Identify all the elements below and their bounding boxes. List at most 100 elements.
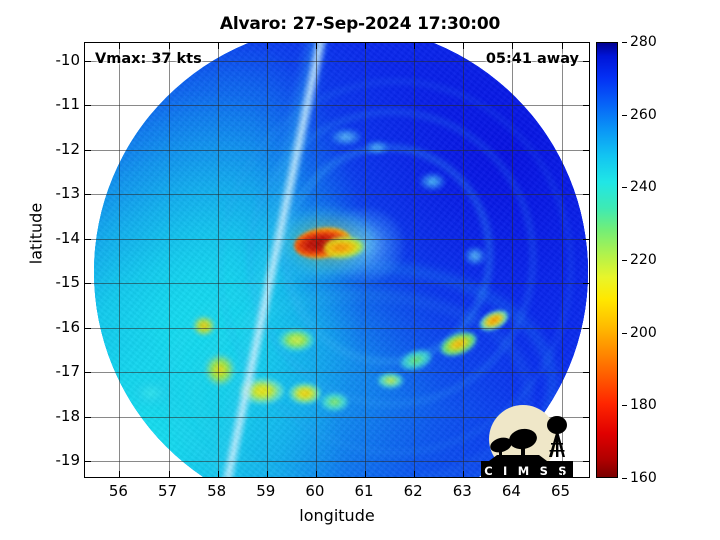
rainband-cell-n1 — [331, 128, 361, 145]
rainband-cell-s5 — [205, 353, 235, 386]
tick-mark-longitude-top — [365, 43, 367, 49]
y-axis-tick-labels: -10 -11 -12 -13 -14 -15 -16 -17 -18 -19 — [26, 42, 81, 478]
colorbar-tick-mark — [622, 478, 627, 479]
colorbar-tick-mark — [622, 332, 627, 334]
tick-mark-longitude-top — [561, 43, 563, 49]
y-tick-label: -10 — [55, 50, 81, 69]
colorbar-tick-label: 220 — [630, 252, 657, 268]
rainband-cell-e4 — [378, 373, 403, 389]
tick-mark-longitude — [512, 471, 514, 477]
colorbar-tick-mark — [622, 405, 627, 407]
x-tick-label: 65 — [550, 482, 571, 500]
plot-area[interactable]: C I M S S Vmax: 37 kts 05:41 away — [84, 42, 590, 478]
tick-mark-longitude — [561, 471, 563, 477]
cimss-logo-icon: C I M S S — [481, 405, 573, 477]
tick-mark-latitude — [85, 283, 91, 285]
tick-mark-latitude-right — [583, 283, 589, 285]
tick-mark-latitude — [85, 60, 91, 62]
x-tick-label: 57 — [157, 482, 178, 500]
x-tick-label: 58 — [207, 482, 227, 500]
x-tick-label: 60 — [305, 482, 325, 500]
y-tick-label: -11 — [55, 95, 81, 114]
y-tick-label: -19 — [55, 451, 81, 470]
plot-inner: C I M S S Vmax: 37 kts 05:41 away — [85, 43, 589, 477]
tick-mark-longitude — [168, 471, 170, 477]
tick-mark-longitude-top — [217, 43, 219, 49]
tick-mark-longitude-top — [168, 43, 170, 49]
colorbar-tick-mark — [622, 187, 627, 189]
tick-mark-latitude-right — [583, 105, 589, 107]
rainband-cell-s1 — [279, 328, 314, 352]
colorbar-tick-label: 160 — [630, 470, 657, 486]
tick-mark-longitude — [266, 471, 268, 477]
rainband-cell-s3 — [289, 383, 322, 404]
tick-mark-latitude — [85, 416, 91, 418]
tick-mark-longitude-top — [463, 43, 465, 49]
x-tick-label: 64 — [501, 482, 521, 500]
y-tick-label: -16 — [55, 317, 81, 336]
tick-mark-latitude-right — [583, 238, 589, 240]
colorbar-tick-mark — [622, 260, 627, 261]
tick-mark-latitude-right — [583, 60, 589, 62]
tick-mark-longitude-top — [119, 43, 121, 49]
tick-mark-latitude-right — [583, 149, 589, 151]
colorbar-tick-label: 240 — [630, 179, 657, 196]
y-axis-title: latitude — [26, 202, 46, 265]
y-tick-label: -13 — [55, 184, 81, 203]
sensor-noise-texture — [94, 43, 588, 477]
tick-mark-longitude — [414, 471, 416, 477]
cimss-logo: C I M S S — [477, 403, 581, 477]
y-tick-label: -14 — [55, 228, 81, 247]
x-tick-label: 59 — [256, 482, 276, 500]
tick-mark-longitude — [315, 471, 317, 477]
tick-mark-latitude — [85, 372, 91, 374]
rainband-cell-w1 — [133, 380, 169, 406]
tick-mark-longitude-top — [266, 43, 268, 49]
pixel-grid-texture — [94, 43, 588, 477]
colorbar-tick-label: 200 — [630, 324, 657, 341]
x-axis-title: longitude — [299, 506, 375, 525]
tick-mark-longitude — [217, 471, 219, 477]
x-axis-tick-labels: 56 57 58 59 60 61 62 63 64 65 — [84, 482, 590, 504]
x-tick-label: 63 — [452, 482, 472, 500]
rainband-cell-s4 — [321, 393, 349, 411]
tick-mark-longitude-top — [315, 43, 317, 49]
rainband-cell-e5 — [420, 173, 445, 190]
colorbar-tick-mark — [622, 42, 627, 43]
tick-mark-longitude — [119, 471, 121, 477]
tick-mark-latitude-right — [583, 372, 589, 374]
tick-mark-latitude-right — [583, 416, 589, 418]
rainband-cell-e6 — [464, 247, 486, 266]
tick-mark-latitude — [85, 327, 91, 329]
tick-mark-latitude-right — [583, 327, 589, 329]
colorbar-tick-label: 280 — [630, 34, 657, 50]
x-tick-label: 56 — [108, 482, 128, 500]
x-tick-label: 61 — [354, 482, 374, 500]
y-tick-label: -17 — [55, 362, 81, 381]
spiral-ring-middle — [247, 108, 536, 408]
page-title: Alvaro: 27-Sep-2024 17:30:00 — [219, 14, 501, 34]
overpass-offset-annotation: 05:41 away — [485, 51, 579, 67]
cimss-logo-text: C I M S S — [484, 464, 570, 477]
tick-mark-latitude — [85, 149, 91, 151]
tick-mark-longitude — [463, 471, 465, 477]
colorbar-tick-label: 180 — [630, 397, 657, 414]
tick-mark-latitude — [85, 461, 91, 463]
tick-mark-longitude — [365, 471, 367, 477]
tick-mark-latitude — [85, 194, 91, 196]
colorbar-tick-mark — [622, 114, 627, 116]
colorbar-tick-labels: 280 260 240 220 200 180 160 — [622, 34, 662, 486]
tick-mark-latitude-right — [583, 461, 589, 463]
y-tick-label: -12 — [55, 139, 81, 158]
y-tick-label: -18 — [55, 406, 81, 425]
tick-mark-latitude — [85, 238, 91, 240]
colorbar[interactable] — [596, 42, 618, 478]
tick-mark-longitude-top — [512, 43, 514, 49]
vmax-annotation: Vmax: 37 kts — [95, 51, 202, 67]
x-tick-label: 62 — [403, 482, 423, 500]
colorbar-tick-label: 260 — [630, 106, 657, 123]
spiral-ring-outer — [217, 79, 574, 455]
tick-mark-longitude-top — [414, 43, 416, 49]
tick-mark-latitude — [85, 105, 91, 107]
